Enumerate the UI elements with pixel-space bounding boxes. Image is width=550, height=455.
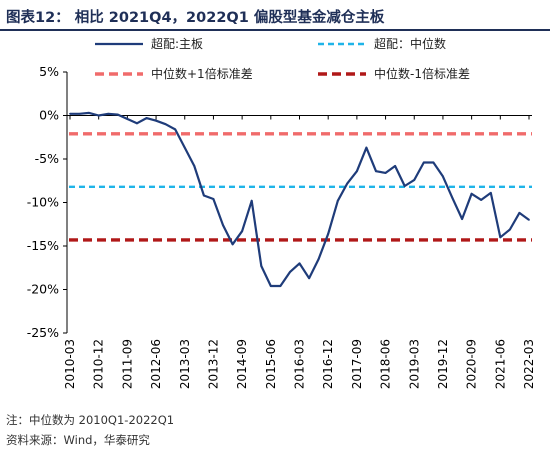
footnote-source: 资料来源：Wind，华泰研究 bbox=[6, 433, 150, 447]
data-point bbox=[145, 117, 148, 120]
data-point bbox=[279, 285, 282, 287]
data-point bbox=[317, 258, 320, 260]
x-tick-label: 2015-06 bbox=[264, 339, 278, 389]
data-point bbox=[269, 285, 272, 287]
x-tick-label: 2019-12 bbox=[436, 339, 450, 389]
data-point bbox=[451, 197, 454, 200]
data-point bbox=[384, 172, 387, 174]
legend-label-4: 中位数-1倍标准差 bbox=[374, 66, 470, 81]
data-point bbox=[212, 198, 215, 200]
figure-title: 图表12： 相比 2021Q4，2022Q1 偏股型基金减仓主板 bbox=[6, 10, 385, 26]
x-tick-label: 2013-03 bbox=[178, 339, 192, 389]
data-point bbox=[480, 198, 483, 201]
legend-label-2: 超配：中位数 bbox=[374, 36, 446, 51]
data-point bbox=[365, 146, 368, 149]
x-tick-label: 2022-03 bbox=[522, 339, 536, 389]
data-point bbox=[518, 212, 521, 214]
data-point bbox=[289, 271, 291, 273]
legend-label-1: 超配:主板 bbox=[151, 36, 203, 51]
data-point bbox=[107, 112, 110, 115]
x-tick-label: 2016-12 bbox=[321, 339, 335, 389]
data-point bbox=[202, 194, 205, 197]
y-tick-label: 0% bbox=[39, 108, 59, 123]
data-point bbox=[336, 199, 339, 202]
data-point bbox=[499, 236, 502, 239]
data-point bbox=[78, 112, 81, 115]
x-tick-label: 2017-09 bbox=[350, 339, 364, 389]
data-point bbox=[489, 192, 492, 194]
data-point bbox=[231, 243, 234, 246]
data-point bbox=[193, 165, 196, 167]
x-tick-label: 2020-09 bbox=[465, 339, 479, 389]
data-point bbox=[241, 230, 244, 233]
y-tick-label: -5% bbox=[35, 151, 59, 166]
data-point bbox=[327, 232, 330, 235]
footnote-median-range: 注：中位数为 2010Q1-2022Q1 bbox=[6, 413, 175, 427]
data-point bbox=[183, 146, 186, 149]
x-tick-label: 2011-09 bbox=[120, 339, 134, 389]
x-tick-label: 2010-03 bbox=[63, 339, 77, 389]
y-tick-label: -20% bbox=[27, 282, 59, 297]
data-point bbox=[164, 123, 167, 126]
y-tick-label: -10% bbox=[27, 195, 59, 210]
data-point bbox=[470, 192, 473, 195]
data-point bbox=[308, 277, 310, 280]
data-point bbox=[375, 170, 377, 173]
x-tick-label: 2019-03 bbox=[407, 339, 421, 389]
data-point bbox=[69, 112, 71, 115]
data-point bbox=[116, 113, 119, 116]
x-tick-label: 2016-03 bbox=[293, 339, 307, 389]
data-point bbox=[88, 111, 91, 114]
data-point bbox=[298, 262, 301, 265]
data-point bbox=[174, 128, 177, 131]
figure-title-bar: 图表12： 相比 2021Q4，2022Q1 偏股型基金减仓主板 bbox=[0, 0, 550, 31]
data-point bbox=[250, 199, 253, 202]
data-point bbox=[422, 161, 425, 164]
data-point bbox=[442, 175, 444, 178]
data-point bbox=[508, 228, 511, 231]
data-point bbox=[355, 170, 358, 173]
data-point bbox=[97, 114, 100, 117]
data-point bbox=[461, 218, 463, 220]
x-tick-label: 2012-06 bbox=[149, 339, 163, 389]
data-point bbox=[222, 224, 224, 227]
x-tick-label: 2013-12 bbox=[206, 339, 220, 389]
legend-label-3: 中位数+1倍标准差 bbox=[151, 66, 253, 81]
data-point bbox=[260, 265, 263, 267]
data-point bbox=[346, 182, 349, 185]
data-point bbox=[155, 119, 157, 122]
data-point bbox=[403, 185, 406, 187]
x-tick-label: 2014-09 bbox=[235, 339, 249, 389]
x-tick-label: 2021-06 bbox=[493, 339, 507, 389]
title-underline bbox=[0, 29, 550, 31]
data-point bbox=[432, 161, 435, 164]
series-line-main bbox=[70, 111, 530, 288]
data-point bbox=[126, 118, 129, 120]
y-tick-label: -15% bbox=[27, 238, 59, 253]
data-point bbox=[136, 122, 138, 125]
x-tick-label: 2010-12 bbox=[92, 339, 106, 389]
y-tick-label: 5% bbox=[39, 64, 59, 79]
data-point bbox=[528, 219, 530, 221]
data-point bbox=[394, 165, 397, 167]
data-point bbox=[413, 178, 416, 181]
y-tick-label: -25% bbox=[27, 325, 59, 340]
x-tick-label: 2018-06 bbox=[379, 339, 393, 389]
